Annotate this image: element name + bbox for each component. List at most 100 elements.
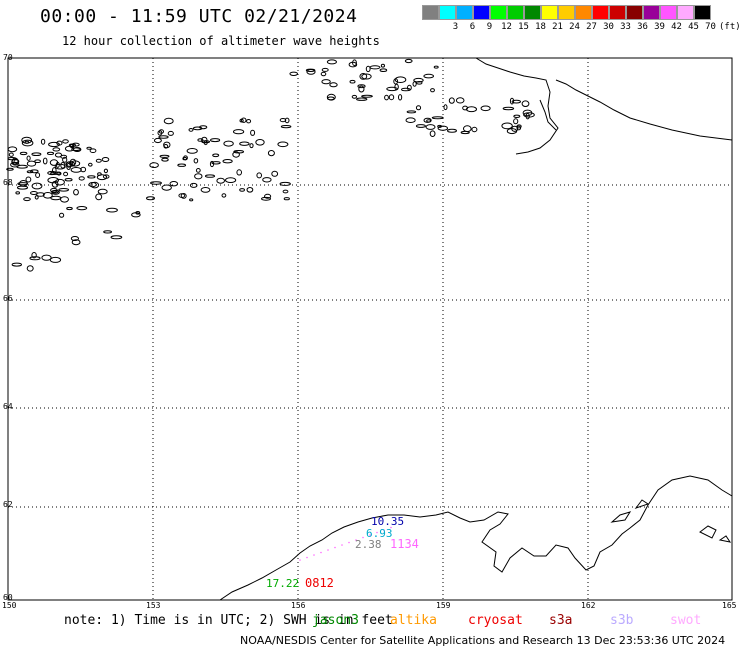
- swh-reading: 17.22: [266, 577, 300, 590]
- lat-label-70: 70: [3, 53, 13, 62]
- ice-contour: [76, 206, 88, 211]
- legend-labels: 3 6 9 12 15 18 21 24 27 30 33 36 39 42 45 70 (ft): [422, 22, 740, 34]
- ice-contour: [256, 172, 263, 179]
- ice-contour: [158, 135, 169, 139]
- swh-reading: 2.38: [355, 538, 382, 551]
- ice-contour: [455, 97, 465, 104]
- ice-contour: [36, 192, 45, 197]
- ice-contour: [232, 151, 240, 158]
- ice-contour: [15, 191, 21, 195]
- ice-contour: [52, 167, 57, 174]
- ice-contour: [401, 87, 411, 92]
- ice-contour: [305, 68, 316, 73]
- ice-contour: [60, 154, 68, 159]
- ice-contour: [88, 162, 93, 167]
- ice-contour: [149, 162, 159, 169]
- ice-contour: [62, 156, 68, 163]
- ice-contour: [102, 174, 110, 179]
- ice-contour: [394, 76, 407, 83]
- ice-contour: [11, 262, 22, 267]
- ice-contour: [6, 167, 14, 171]
- ice-contour: [90, 181, 100, 189]
- ice-contour: [49, 159, 59, 166]
- ice-contour: [189, 198, 194, 202]
- ice-contour: [326, 59, 337, 65]
- ice-contour: [433, 65, 439, 69]
- ice-contour: [423, 73, 435, 79]
- ice-contour: [26, 170, 34, 174]
- legend-label: 12: [501, 22, 512, 32]
- lon-label-156: 156: [291, 601, 306, 610]
- satellite-label-altika: altika: [390, 613, 437, 628]
- ice-contour: [413, 77, 424, 83]
- ice-contour: [233, 129, 245, 135]
- ice-contour: [86, 146, 92, 150]
- lat-label-62: 62: [3, 500, 13, 509]
- coastline-alaska-peninsula: [219, 475, 733, 601]
- ice-contour: [7, 146, 18, 153]
- ice-contour: [35, 172, 41, 179]
- ice-contour: [182, 156, 187, 161]
- ice-contour: [431, 116, 444, 120]
- ice-contour: [212, 153, 220, 158]
- ice-contour: [63, 171, 69, 177]
- ice-contour: [223, 140, 234, 147]
- ice-contour: [87, 175, 96, 179]
- legend-label: 21: [552, 22, 563, 32]
- legend-swatch: [609, 5, 626, 20]
- ice-contour: [437, 125, 448, 131]
- ice-contour: [513, 114, 521, 119]
- ice-contour: [31, 152, 42, 156]
- ice-contour: [71, 147, 81, 151]
- ice-contour: [161, 157, 169, 162]
- ice-contour: [525, 113, 530, 120]
- ice-contour: [195, 168, 201, 173]
- ice-contour: [153, 137, 162, 144]
- ice-contour: [21, 136, 33, 144]
- ice-contour: [329, 82, 338, 88]
- satellite-label-swot: swot: [670, 613, 702, 628]
- ice-contour: [89, 148, 97, 153]
- ice-contour: [471, 126, 478, 133]
- ice-contour: [66, 206, 73, 211]
- legend-label: 70: [705, 22, 716, 32]
- ice-contour: [163, 141, 171, 149]
- ice-contour: [157, 130, 163, 136]
- track-dot: [341, 544, 343, 546]
- ice-contour: [193, 158, 199, 164]
- ice-contour: [211, 161, 221, 165]
- ice-contour: [480, 105, 491, 112]
- ice-contour: [255, 139, 265, 146]
- ice-contour: [161, 184, 172, 191]
- ice-contour: [169, 181, 179, 187]
- ice-contour: [80, 166, 87, 173]
- ice-contour: [78, 176, 85, 181]
- ice-contour: [404, 58, 413, 64]
- ice-contour: [30, 169, 39, 174]
- ice-contour: [356, 97, 368, 101]
- legend-label: 39: [654, 22, 665, 32]
- satellite-label-s3b: s3b: [610, 613, 634, 628]
- lat-label-64: 64: [3, 402, 13, 411]
- ice-contour: [29, 256, 41, 261]
- note-text: note: 1) Time is in UTC; 2) SWH is in fe…: [64, 613, 393, 628]
- ice-contour: [246, 119, 252, 124]
- lon-label-165: 165: [722, 601, 737, 610]
- legend-label: 45: [688, 22, 699, 32]
- ice-contour: [21, 139, 34, 147]
- ice-contour: [412, 81, 417, 87]
- legend-swatch: [422, 5, 439, 20]
- ice-contour: [351, 94, 358, 99]
- ice-contour: [178, 193, 186, 198]
- legend-swatch: [626, 5, 643, 20]
- ice-contour: [97, 188, 108, 195]
- lon-label-162: 162: [581, 601, 596, 610]
- ice-contour: [40, 138, 46, 145]
- ice-contour: [60, 196, 69, 203]
- ice-contour: [221, 193, 227, 198]
- ice-contour: [361, 94, 373, 98]
- legend-swatch: [575, 5, 592, 20]
- legend-label: 24: [569, 22, 580, 32]
- ice-contour: [71, 239, 81, 246]
- ice-contour: [19, 180, 28, 187]
